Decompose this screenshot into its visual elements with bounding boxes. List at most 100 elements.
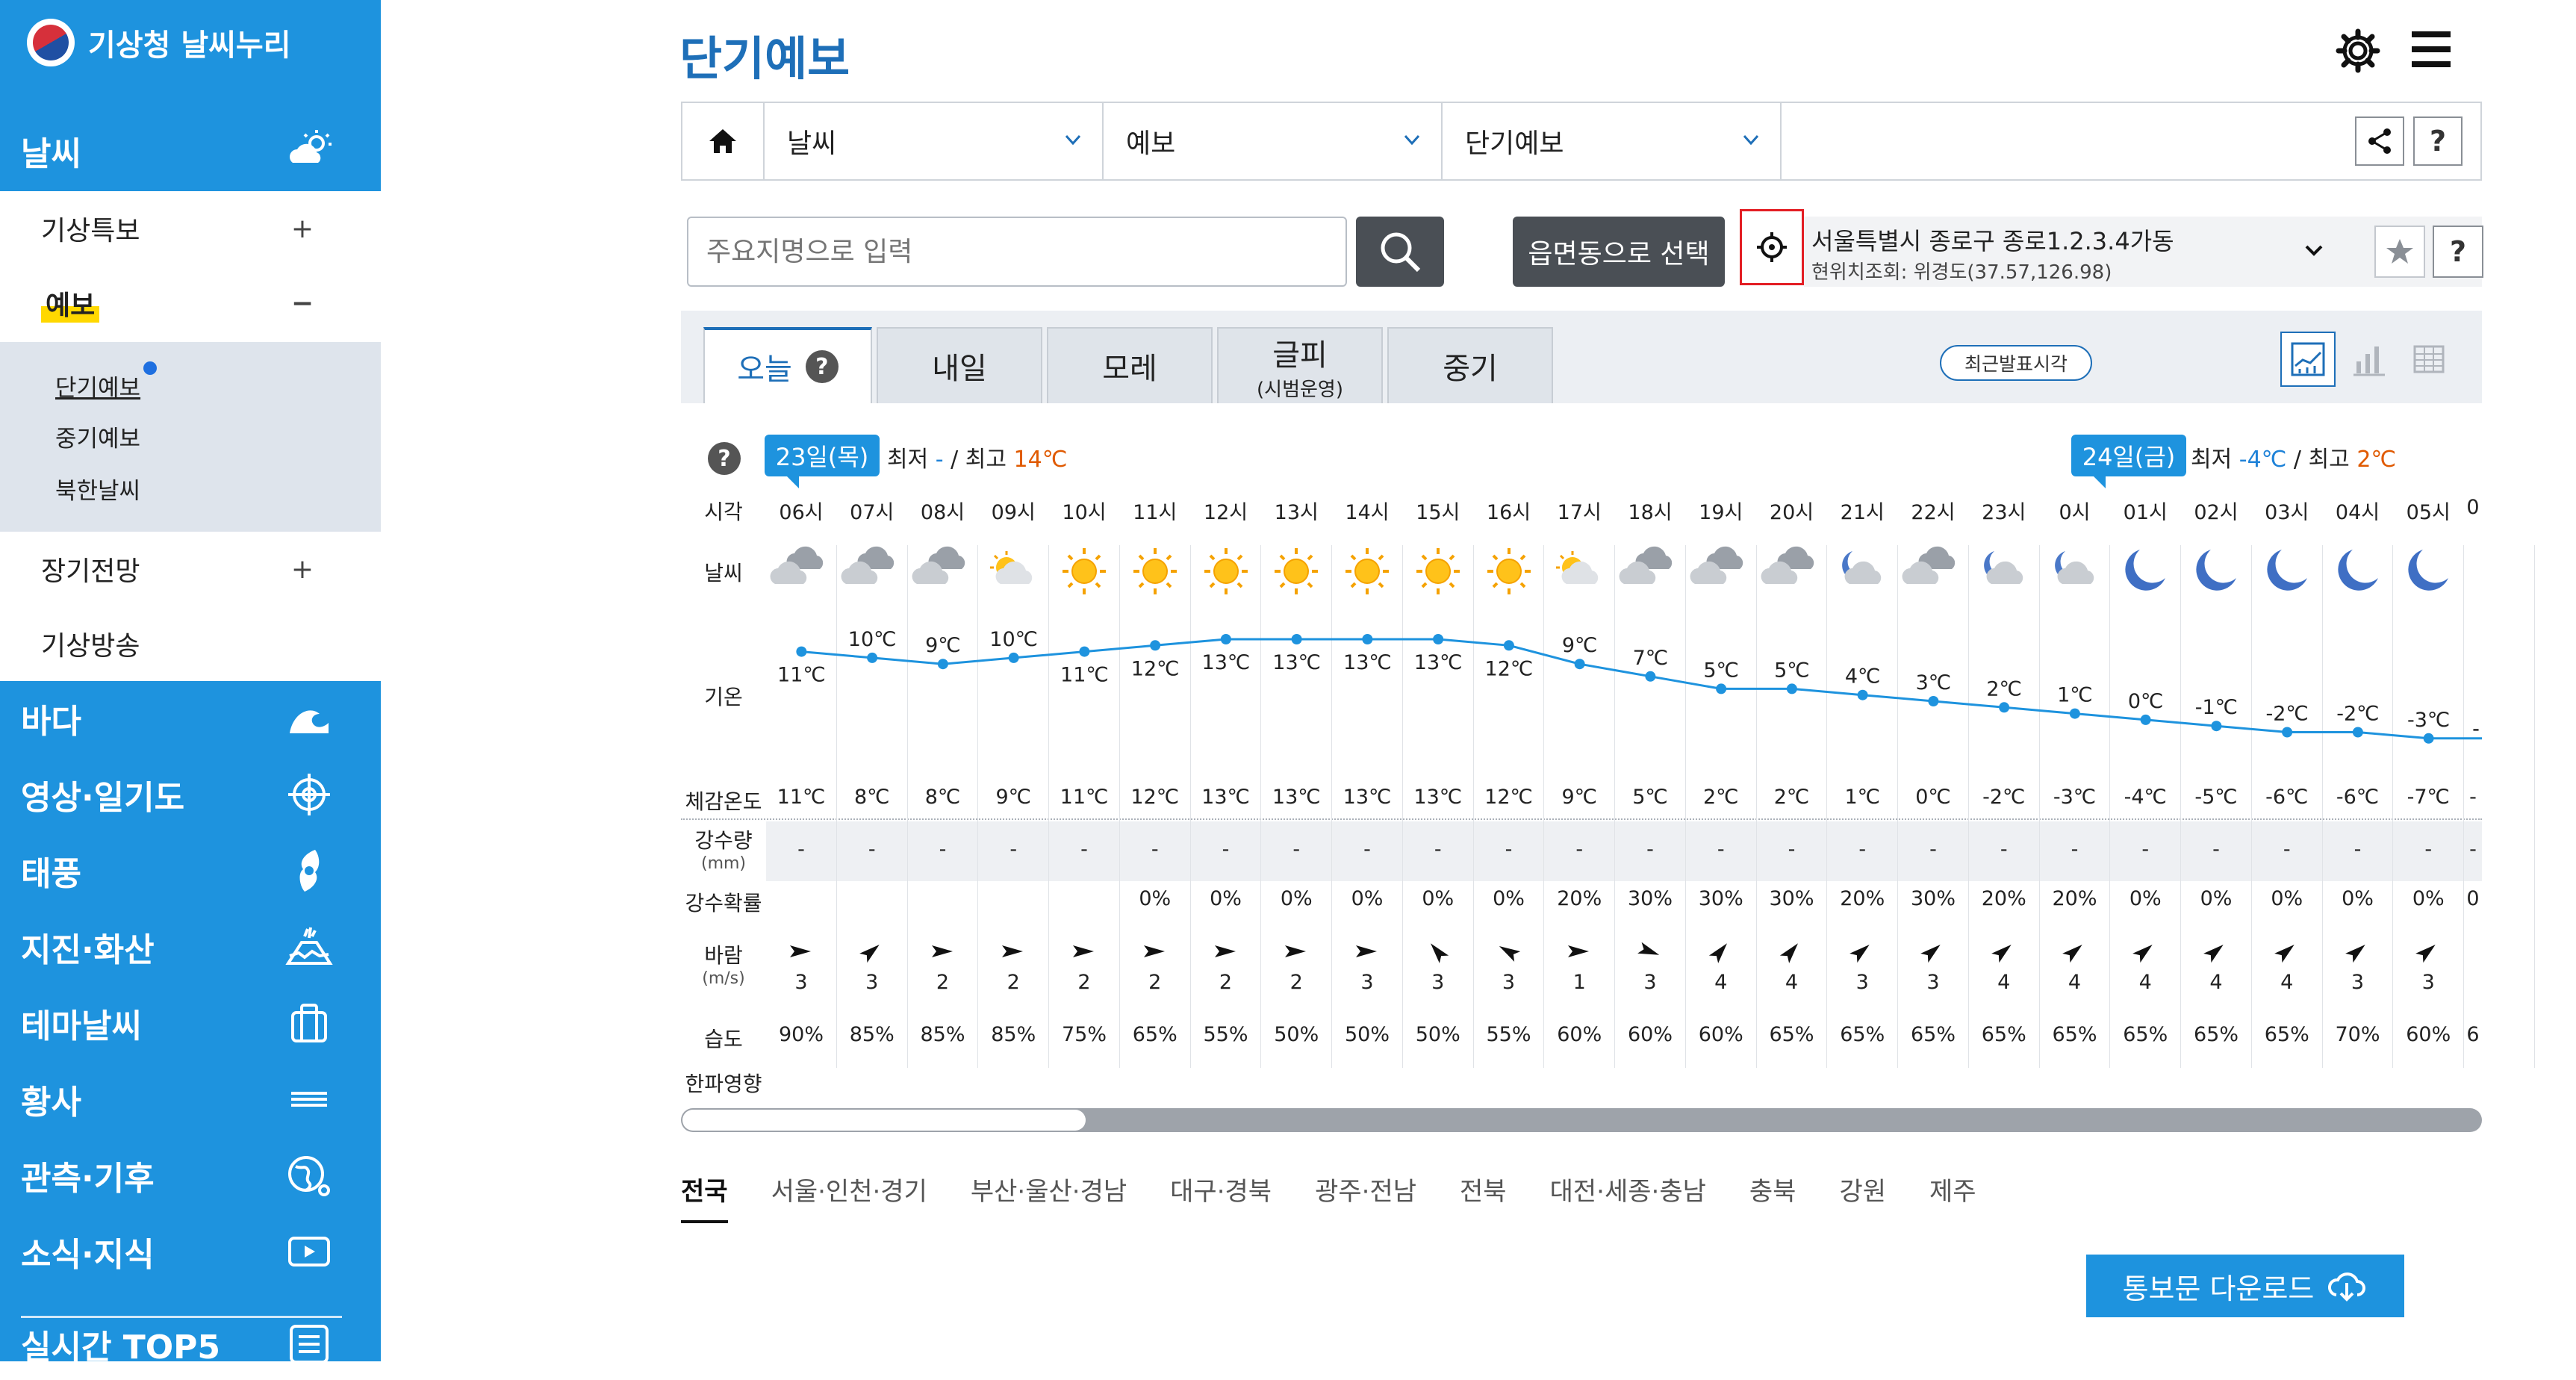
home-button[interactable] [682, 103, 765, 179]
tab-mid-term[interactable]: 중기 [1387, 327, 1553, 403]
help-button[interactable]: ? [2413, 116, 2463, 166]
menu-special-report[interactable]: 기상특보 + [41, 213, 314, 247]
menu-long-term[interactable]: 장기전망 + [41, 553, 314, 588]
site-logo[interactable]: 기상청 날씨누리 [27, 16, 291, 69]
share-button[interactable] [2355, 116, 2404, 166]
region-jeju[interactable]: 제주 [1929, 1177, 1976, 1207]
humidity-value: 60% [1557, 1023, 1602, 1046]
precip-probability-value: 0% [1422, 887, 1455, 910]
precipitation-value: - [1788, 838, 1796, 861]
graph-view-button[interactable] [2280, 332, 2336, 387]
column-divider [2533, 545, 2535, 1068]
menu-observation[interactable]: 관측·기후 [0, 1138, 381, 1213]
wind-speed-value: 2 [1007, 971, 1020, 994]
star-icon [2386, 239, 2413, 264]
humidity-value: 60% [1698, 1023, 1743, 1046]
menu-earthquake[interactable]: 지진·화산 [0, 910, 381, 984]
row-label-humidity: 습도 [704, 1027, 743, 1051]
menu-yellow-dust[interactable]: 황사 [0, 1062, 381, 1137]
hour-label: 23시 [1982, 501, 2026, 524]
forecast-scrollbar[interactable] [681, 1108, 2482, 1132]
region-jeonbuk[interactable]: 전북 [1460, 1177, 1507, 1207]
menu-forecast[interactable]: 예보 − [0, 266, 381, 341]
search-button[interactable] [1356, 217, 1444, 287]
column-divider [1119, 545, 1120, 1068]
sun-weather-icon [1335, 545, 1399, 600]
menu-typhoon[interactable]: 태풍 [0, 833, 381, 908]
row-label-cold-wave: 한파영향 [685, 1072, 762, 1096]
wind-direction-icon [2129, 936, 2159, 969]
wind-speed-value: 4 [1785, 971, 1799, 994]
region-daejeon[interactable]: 대전·세종·충남 [1549, 1177, 1706, 1207]
precipitation-value: - [2283, 838, 2291, 861]
temperature-label: 11℃ [1060, 664, 1109, 687]
search-input[interactable] [687, 217, 1347, 287]
menu-mid-term[interactable]: 중기예보 [55, 426, 141, 453]
tab-tomorrow[interactable]: 내일 [877, 327, 1042, 403]
gear-icon[interactable] [2334, 27, 2382, 75]
precip-probability-value: 0% [2129, 887, 2162, 910]
forecast-help-icon[interactable]: ? [708, 442, 741, 475]
feels-like-value: -3℃ [2053, 786, 2097, 809]
feels-like-value: -6℃ [2336, 786, 2380, 809]
temperature-point [1503, 640, 1514, 651]
menu-short-term[interactable]: 단기예보 [55, 375, 141, 402]
hour-label: 07시 [850, 501, 895, 524]
menu-broadcast[interactable]: 기상방송 [41, 631, 140, 662]
table-view-button[interactable] [2401, 332, 2457, 387]
select-dong-button[interactable]: 읍면동으로 선택 [1513, 217, 1725, 287]
bar-view-button[interactable] [2342, 332, 2397, 387]
sun-weather-icon [1052, 545, 1116, 600]
breadcrumb-short-term[interactable]: 단기예보 [1443, 103, 1782, 179]
column-divider [2250, 545, 2252, 1068]
feels-like-value: 2℃ [1773, 786, 1810, 809]
current-location-button[interactable] [1740, 209, 1804, 285]
menu-top5[interactable]: 실시간 TOP5 [0, 1308, 381, 1380]
menu-sea[interactable]: 바다 [0, 681, 381, 756]
region-gangwon[interactable]: 강원 [1839, 1177, 1887, 1207]
humidity-value: 85% [849, 1023, 895, 1046]
wind-speed-value: 4 [2209, 971, 2223, 994]
column-divider [977, 545, 979, 1068]
wind-speed-value: 3 [794, 971, 808, 994]
tab-three-days[interactable]: 글피 (시범운영) [1217, 327, 1383, 403]
region-all[interactable]: 전국 [681, 1171, 728, 1223]
region-busan[interactable]: 부산·울산·경남 [970, 1177, 1127, 1207]
download-bulletin-button[interactable]: 통보문 다운로드 [2086, 1255, 2404, 1317]
humidity-value: 60% [1627, 1023, 1673, 1046]
location-help-button[interactable]: ? [2433, 226, 2483, 278]
temperature-point [1574, 659, 1585, 670]
precip-probability-value: 0% [2412, 887, 2445, 910]
precip-probability-value: 20% [2052, 887, 2097, 910]
tab-today[interactable]: 오늘? [703, 327, 872, 403]
temperature-label: -3℃ [2407, 709, 2450, 732]
sun-cloud-weather-icon [981, 545, 1045, 600]
sun-weather-icon [1477, 545, 1541, 600]
hamburger-menu-icon[interactable] [2407, 25, 2455, 73]
menu-weather[interactable]: 날씨 [0, 114, 381, 188]
search-icon [1381, 232, 1421, 273]
humidity-value: 65% [2123, 1023, 2168, 1046]
cloudy-weather-icon [911, 545, 975, 600]
breadcrumb-forecast[interactable]: 예보 [1104, 103, 1443, 179]
menu-news[interactable]: 소식·지식 [0, 1214, 381, 1289]
recent-release-button[interactable]: 최근발표시각 [1940, 345, 2092, 381]
cloudy-weather-icon [840, 545, 904, 600]
wind-direction-icon [1988, 936, 2018, 969]
region-daegu[interactable]: 대구·경북 [1170, 1177, 1272, 1207]
region-seoul[interactable]: 서울·인천·경기 [771, 1177, 927, 1207]
temperature-label: 12℃ [1131, 657, 1180, 680]
region-chungbuk[interactable]: 충북 [1749, 1177, 1796, 1207]
help-icon[interactable]: ? [805, 350, 839, 383]
satellite-icon [288, 774, 330, 815]
crosshair-icon [1757, 232, 1787, 262]
region-gwangju[interactable]: 광주·전남 [1315, 1177, 1417, 1207]
breadcrumb-weather[interactable]: 날씨 [765, 103, 1104, 179]
menu-north-korea[interactable]: 북한날씨 [55, 478, 141, 505]
menu-theme[interactable]: 테마날씨 [0, 986, 381, 1060]
favorite-button[interactable] [2374, 226, 2425, 278]
scrollbar-thumb[interactable] [682, 1110, 1086, 1131]
tab-day-after[interactable]: 모레 [1047, 327, 1213, 403]
location-select[interactable]: 서울특별시 종로구 종로1.2.3.4가동 현위치조회: 위경도(37.57,1… [1804, 217, 2483, 287]
menu-imagery[interactable]: 영상·일기도 [0, 757, 381, 832]
